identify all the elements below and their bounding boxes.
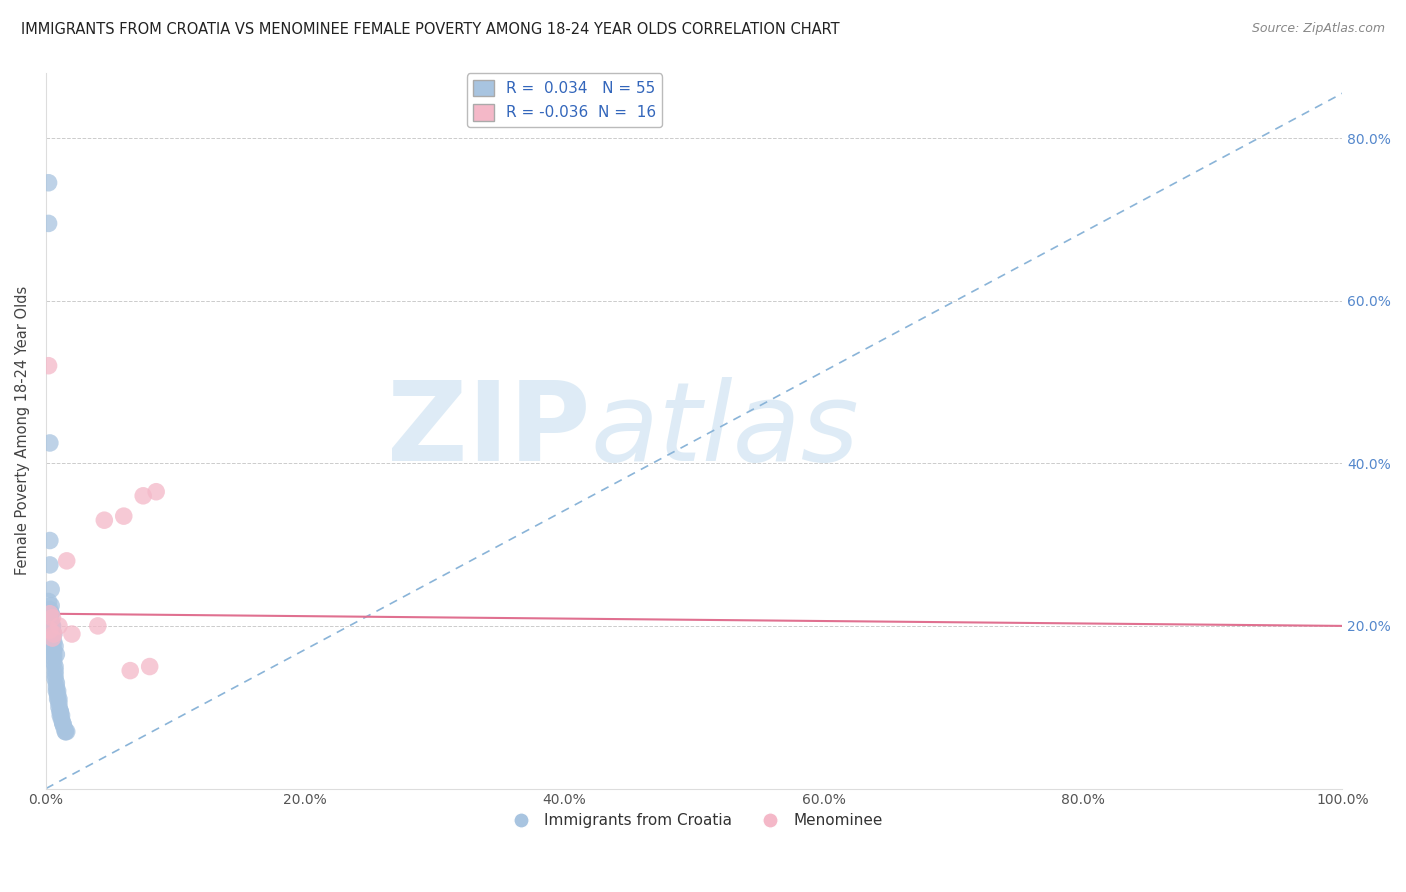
Point <box>42 643 65 657</box>
Point <box>138 659 160 673</box>
Point <box>52 716 75 731</box>
Point <box>41 631 63 645</box>
Legend: Immigrants from Croatia, Menominee: Immigrants from Croatia, Menominee <box>499 807 889 835</box>
Point <box>55 724 77 739</box>
Point <box>38 359 60 373</box>
Point <box>46 688 69 702</box>
Point <box>45 675 67 690</box>
Point <box>41 611 63 625</box>
Point <box>38 436 60 450</box>
Point <box>42 635 65 649</box>
Point <box>46 692 69 706</box>
Point <box>45 680 67 694</box>
Point <box>39 607 62 621</box>
Point <box>39 615 62 629</box>
Point <box>42 651 65 665</box>
Point <box>38 623 60 637</box>
Point <box>44 659 66 673</box>
Y-axis label: Female Poverty Among 18-24 Year Olds: Female Poverty Among 18-24 Year Olds <box>15 286 30 575</box>
Point <box>44 667 66 681</box>
Point <box>48 619 70 633</box>
Point <box>93 513 115 527</box>
Point <box>45 648 67 662</box>
Point <box>51 708 73 723</box>
Point <box>48 692 70 706</box>
Point <box>49 704 72 718</box>
Point <box>87 619 110 633</box>
Point <box>38 533 60 548</box>
Point <box>38 594 60 608</box>
Point <box>39 599 62 613</box>
Point <box>48 700 70 714</box>
Point <box>38 611 60 625</box>
Point <box>46 684 69 698</box>
Point <box>49 708 72 723</box>
Point <box>42 648 65 662</box>
Point <box>38 607 60 621</box>
Point <box>41 639 63 653</box>
Point <box>52 716 75 731</box>
Point <box>44 664 66 678</box>
Point <box>38 602 60 616</box>
Point <box>132 489 155 503</box>
Point <box>42 656 65 670</box>
Point <box>41 631 63 645</box>
Point <box>44 639 66 653</box>
Text: ZIP: ZIP <box>387 377 591 484</box>
Text: atlas: atlas <box>591 377 859 484</box>
Point <box>44 672 66 686</box>
Point <box>38 558 60 572</box>
Point <box>48 696 70 710</box>
Point <box>145 484 167 499</box>
Point <box>41 623 63 637</box>
Point <box>39 623 62 637</box>
Point <box>55 724 77 739</box>
Point <box>51 713 73 727</box>
Point <box>38 176 60 190</box>
Point <box>42 627 65 641</box>
Point <box>55 724 77 739</box>
Point <box>112 509 135 524</box>
Point <box>41 627 63 641</box>
Point <box>41 631 63 645</box>
Point <box>42 627 65 641</box>
Point <box>49 704 72 718</box>
Point <box>60 627 83 641</box>
Point <box>53 721 76 735</box>
Text: Source: ZipAtlas.com: Source: ZipAtlas.com <box>1251 22 1385 36</box>
Point <box>39 582 62 597</box>
Point <box>55 554 77 568</box>
Text: IMMIGRANTS FROM CROATIA VS MENOMINEE FEMALE POVERTY AMONG 18-24 YEAR OLDS CORREL: IMMIGRANTS FROM CROATIA VS MENOMINEE FEM… <box>21 22 839 37</box>
Point <box>45 684 67 698</box>
Point <box>41 619 63 633</box>
Point <box>38 607 60 621</box>
Point <box>38 216 60 230</box>
Point <box>41 619 63 633</box>
Point <box>39 615 62 629</box>
Point <box>39 607 62 621</box>
Point <box>120 664 142 678</box>
